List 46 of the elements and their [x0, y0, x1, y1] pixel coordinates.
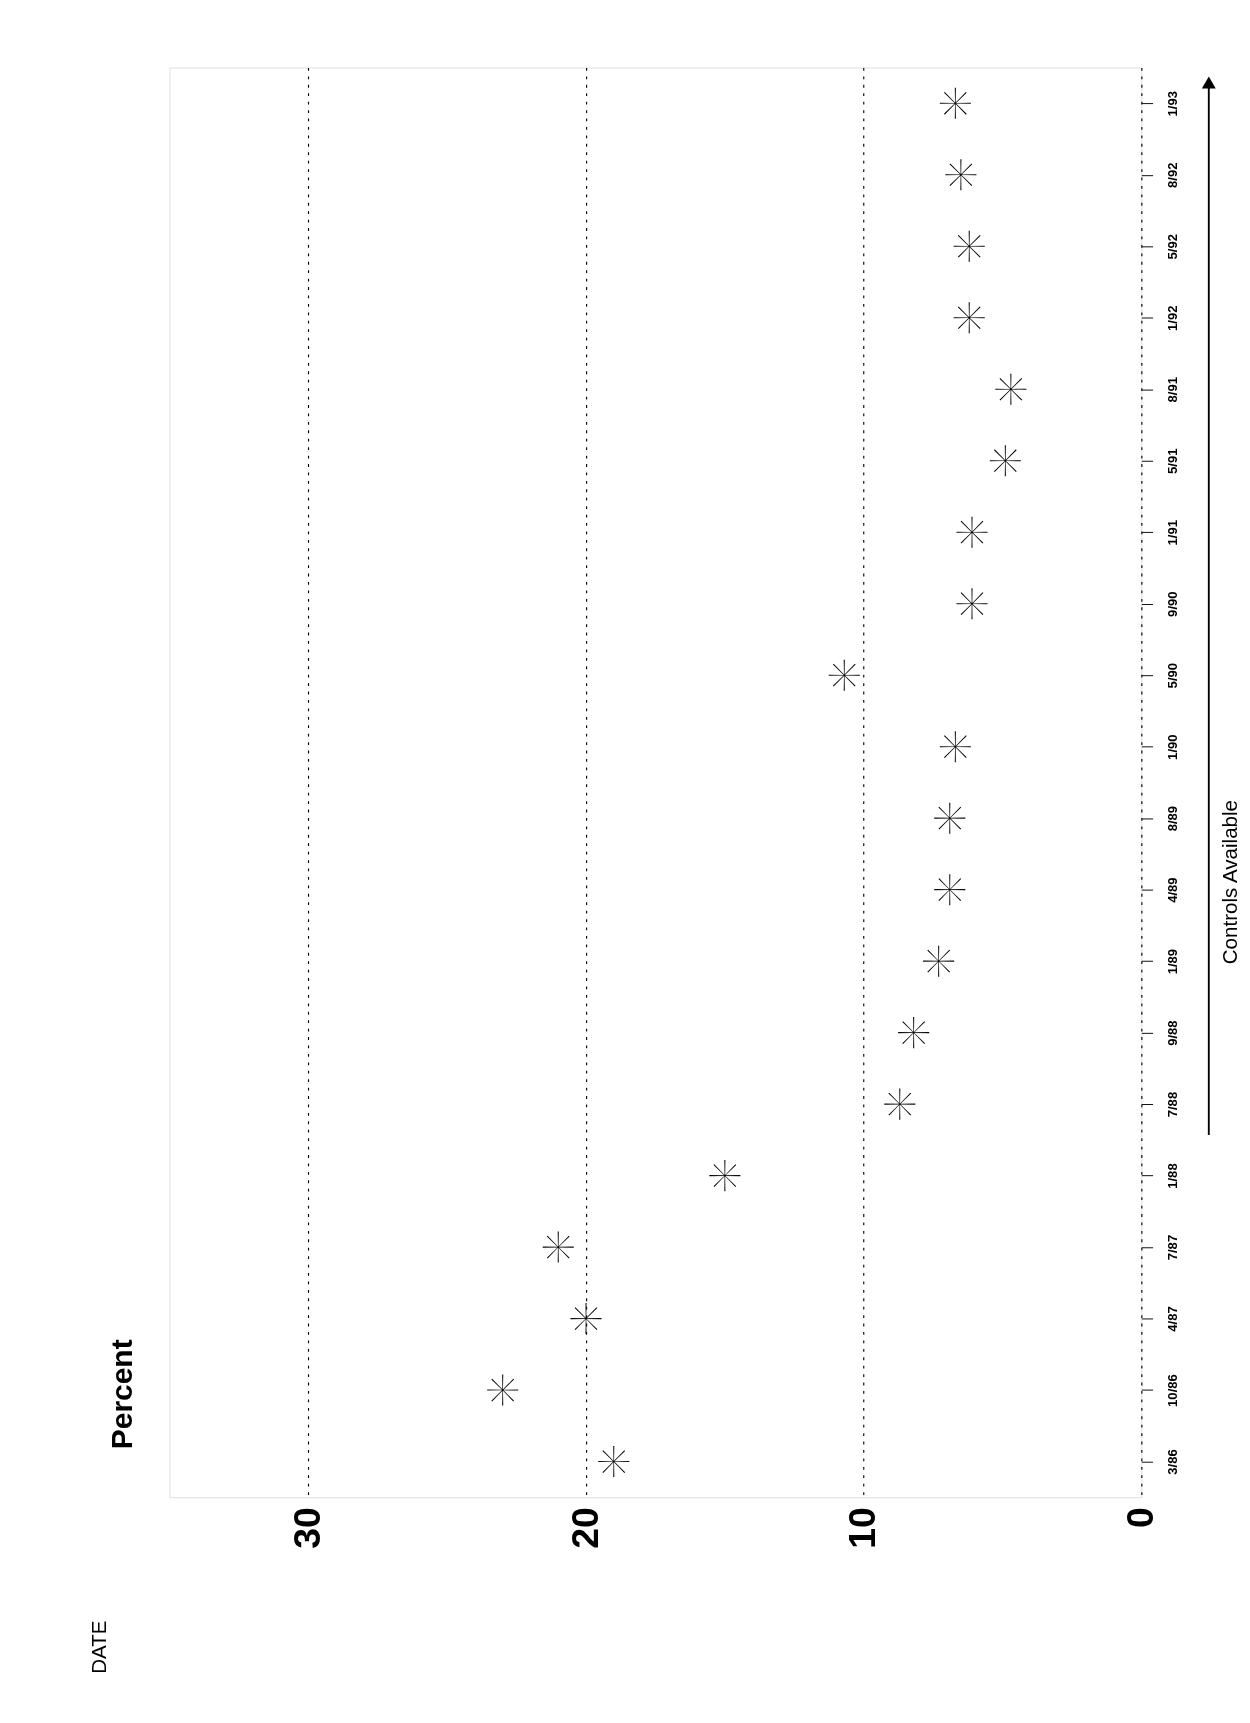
point — [995, 373, 1027, 405]
point — [542, 1231, 574, 1263]
text: DATE — [86, 1620, 110, 1674]
point — [570, 1303, 602, 1335]
y-tick-label: 8/92 — [1165, 162, 1181, 188]
y-tick-label: 5/90 — [1165, 662, 1181, 689]
x-tick-label: 20 — [563, 1507, 606, 1549]
x-tick-label: 0 — [1119, 1507, 1162, 1528]
text: Controls Available — [1217, 799, 1241, 965]
y-tick-label: 1/91 — [1165, 519, 1181, 546]
point — [953, 230, 985, 262]
y-tick-label: 7/88 — [1165, 1091, 1181, 1118]
point — [989, 445, 1021, 477]
y-tick-label: 5/91 — [1165, 448, 1181, 474]
y-tick-label: 5/92 — [1165, 233, 1181, 260]
y-tick-label: 1/90 — [1165, 734, 1181, 760]
point — [939, 731, 971, 763]
y-tick-label: 1/92 — [1165, 305, 1181, 331]
y-tick-label: 3/86 — [1165, 1449, 1181, 1475]
point — [487, 1374, 519, 1406]
x-tick-label: 30 — [286, 1507, 329, 1549]
y-tick-label: 9/88 — [1165, 1020, 1181, 1046]
x-tick-label: 10 — [841, 1507, 884, 1549]
y-tick-label: 8/89 — [1165, 805, 1181, 832]
y-tick-label: 7/87 — [1165, 1234, 1181, 1261]
y-tick-label: 9/90 — [1165, 591, 1181, 617]
y-tick-label: 4/87 — [1165, 1306, 1181, 1332]
y-tick-label: 4/89 — [1165, 877, 1181, 903]
y-tick-label: 1/93 — [1165, 91, 1181, 117]
point — [934, 874, 966, 906]
point — [945, 159, 977, 191]
point — [934, 802, 966, 834]
point — [884, 1088, 916, 1120]
y-tick-label: 8/91 — [1165, 376, 1181, 403]
point — [709, 1160, 741, 1192]
y-tick-label: 1/88 — [1165, 1163, 1181, 1189]
point — [898, 1017, 930, 1049]
y-tick-label: 1/89 — [1165, 948, 1181, 975]
y-axis-title: Percent — [105, 1339, 139, 1450]
point — [956, 588, 988, 620]
point — [598, 1446, 630, 1478]
point — [923, 945, 955, 977]
point — [953, 302, 985, 334]
y-tick-label: 10/86 — [1165, 1374, 1181, 1407]
point — [939, 87, 971, 119]
point — [828, 659, 860, 691]
